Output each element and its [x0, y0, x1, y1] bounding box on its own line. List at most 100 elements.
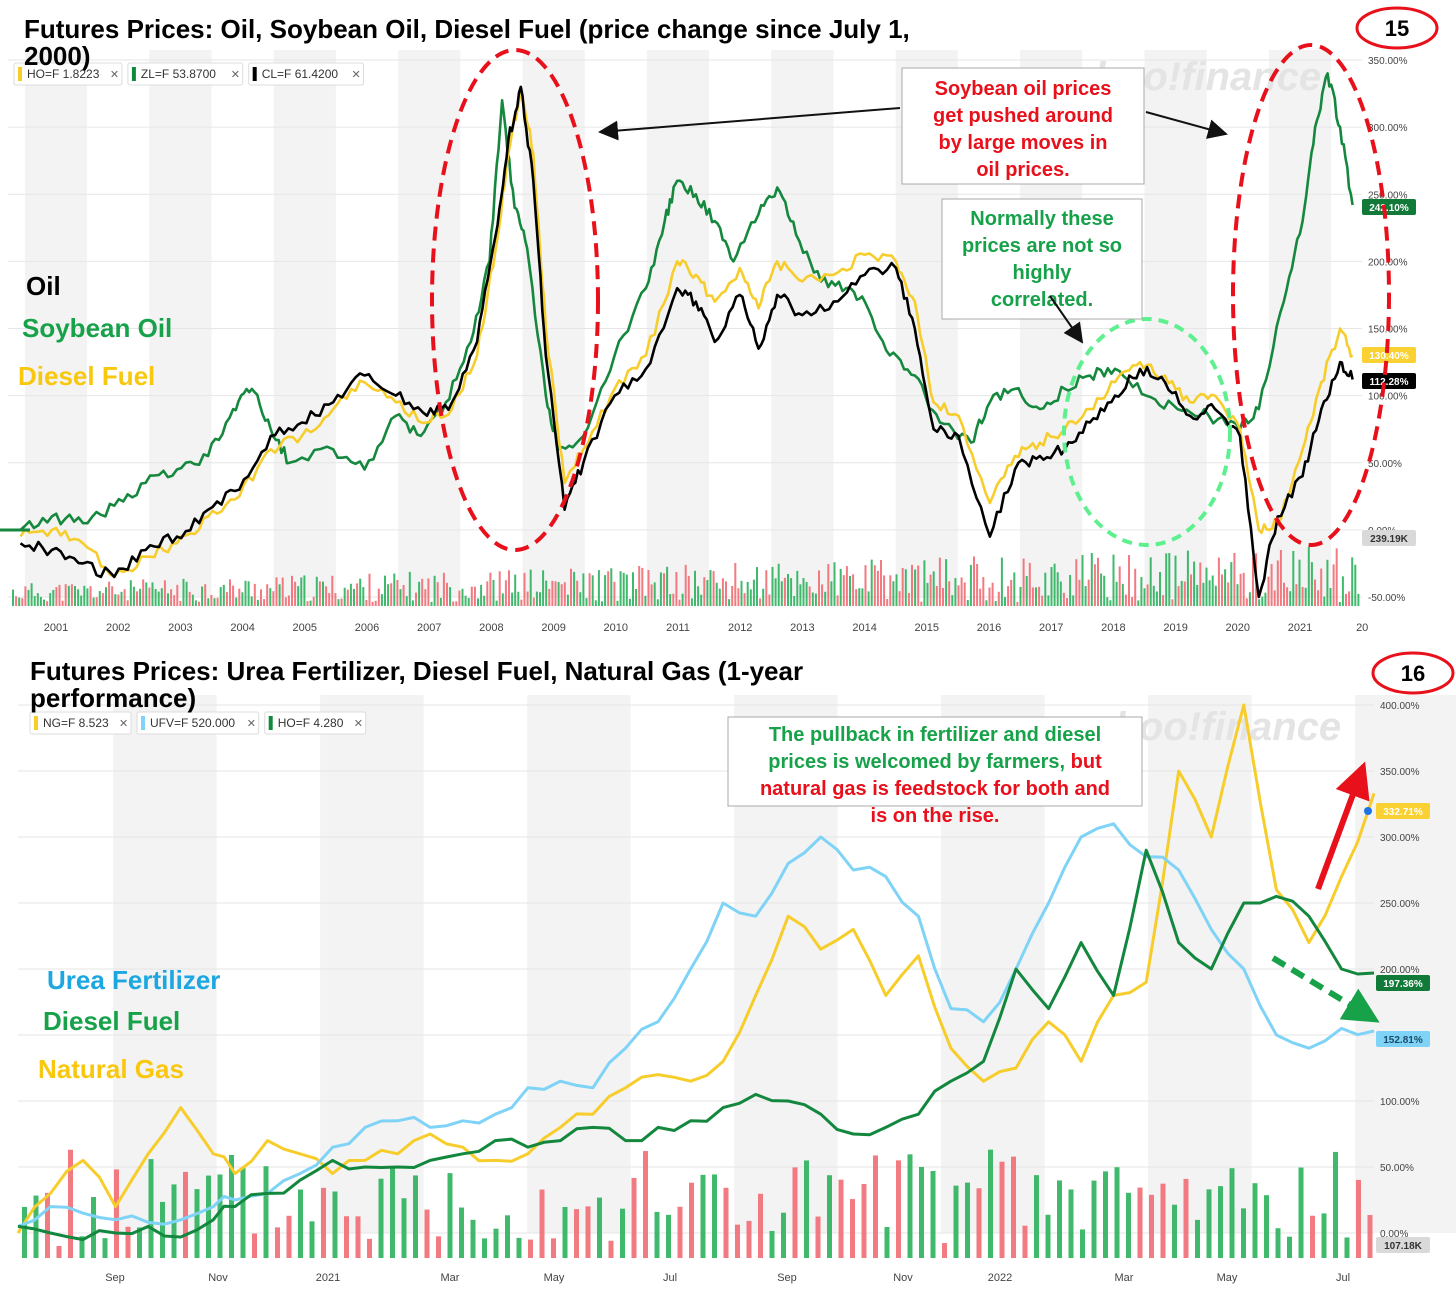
- legend-chip-box[interactable]: [29, 711, 132, 735]
- volume-bar: [1038, 586, 1041, 606]
- volume-bar: [139, 588, 142, 606]
- volume-bar: [188, 591, 191, 606]
- background-band: [149, 50, 212, 597]
- volume-bars: [22, 1149, 1373, 1258]
- volume-bar: [508, 570, 510, 606]
- volume-bar: [1333, 1151, 1338, 1258]
- volume-bar: [1270, 564, 1273, 606]
- annotation-text: correlated.: [991, 289, 1093, 311]
- legend-chip[interactable]: ZL=F 53.8700 ✕: [127, 62, 244, 86]
- volume-bar: [804, 1160, 809, 1258]
- volume-bar: [371, 601, 374, 606]
- volume-bar: [408, 571, 411, 606]
- volume-bar: [625, 574, 628, 606]
- volume-bar: [332, 1191, 338, 1258]
- volume-bar: [790, 578, 793, 606]
- volume-bar: [796, 570, 799, 606]
- volume-bar: [749, 589, 752, 606]
- volume-bar: [1134, 568, 1137, 606]
- volume-bar: [942, 1243, 947, 1258]
- volume-bar: [95, 597, 98, 606]
- volume-bar: [919, 1166, 924, 1258]
- volume-bar: [58, 584, 61, 606]
- annotation-text-part: but: [1071, 751, 1102, 773]
- volume-bar: [43, 599, 45, 606]
- volume-bar: [145, 582, 148, 606]
- volume-bar: [123, 589, 126, 606]
- volume-bar: [1004, 597, 1006, 606]
- volume-bar: [1118, 566, 1121, 606]
- volume-bar: [799, 584, 802, 606]
- volume-bar: [148, 587, 151, 606]
- volume-bar: [1202, 582, 1205, 606]
- volume-bar: [325, 586, 328, 606]
- legend-chip-box[interactable]: [248, 62, 364, 86]
- volume-bar: [948, 581, 951, 606]
- volume-bar: [67, 585, 70, 606]
- volume-bar: [579, 592, 582, 606]
- x-tick-label: 2009: [541, 622, 565, 634]
- volume-bar: [529, 569, 532, 606]
- volume-bar: [411, 600, 414, 606]
- volume-bar: [889, 575, 892, 606]
- legend-chip[interactable]: NG=F 8.523 ✕: [29, 711, 132, 735]
- volume-bar: [182, 578, 185, 606]
- volume-bar: [576, 580, 579, 606]
- volume-bar: [439, 597, 442, 606]
- volume-bar: [1326, 559, 1329, 606]
- volume-bar: [911, 564, 913, 606]
- legend-chip-box[interactable]: [136, 711, 260, 735]
- volume-bar: [492, 579, 495, 606]
- end-value-badge: [1376, 975, 1430, 991]
- legend-chip[interactable]: UFV=F 520.000 ✕: [136, 711, 260, 735]
- volume-bar: [194, 600, 197, 606]
- end-value-badge-label: 152.81%: [1383, 1035, 1423, 1046]
- annotation-text: prices are not so: [962, 235, 1122, 257]
- legend-chip-box[interactable]: [264, 711, 367, 735]
- volume-bar: [1000, 557, 1003, 606]
- volume-bar: [449, 587, 452, 606]
- x-tick-label: 2010: [604, 622, 628, 634]
- volume-bar: [914, 569, 917, 606]
- legend-chip[interactable]: HO=F 1.8223 ✕: [13, 62, 123, 86]
- volume-bar: [811, 592, 814, 606]
- volume-bar: [712, 1174, 717, 1258]
- volume-bar: [30, 583, 33, 606]
- legend-chip-swatch: [131, 67, 136, 81]
- y-tick-label: 350.00%: [1368, 56, 1408, 67]
- volume-bar: [21, 598, 24, 606]
- x-tick-label: Sep: [105, 1272, 125, 1284]
- legend-chip[interactable]: CL=F 61.4200 ✕: [248, 62, 364, 86]
- volume-bar: [735, 1224, 740, 1258]
- volume-bar: [201, 586, 204, 606]
- volume-bar: [548, 588, 551, 606]
- volume-bar: [12, 589, 14, 606]
- legend-chip-box[interactable]: [13, 62, 123, 86]
- volume-bar: [855, 589, 858, 606]
- volume-bar: [455, 601, 458, 606]
- volume-bar: [1100, 573, 1103, 606]
- volume-bar: [151, 582, 154, 606]
- end-value-badge: [1376, 1031, 1430, 1047]
- volume-bar: [690, 598, 693, 606]
- volume-bar: [1190, 574, 1192, 606]
- volume-bar: [114, 594, 117, 606]
- volume-bar: [632, 572, 634, 606]
- volume-bar: [517, 591, 520, 606]
- volume-bar: [321, 1187, 326, 1258]
- legend-chip-box[interactable]: [127, 62, 244, 86]
- volume-bar: [253, 583, 256, 606]
- volume-bar: [1206, 1189, 1212, 1258]
- volume-bar: [207, 598, 210, 606]
- volume-bar: [46, 601, 49, 606]
- volume-bar: [70, 584, 73, 606]
- chart-title-line: Futures Prices: Urea Fertilizer, Diesel …: [30, 656, 803, 686]
- trend-arrow-down: [1271, 955, 1380, 1023]
- volume-bar: [387, 584, 390, 606]
- volume-bar: [740, 580, 743, 606]
- volume-bar: [18, 597, 21, 606]
- volume-bar: [1016, 601, 1019, 606]
- volume-bar: [628, 598, 631, 606]
- legend-chip[interactable]: HO=F 4.280 ✕: [264, 711, 367, 735]
- volume-bar: [250, 596, 253, 606]
